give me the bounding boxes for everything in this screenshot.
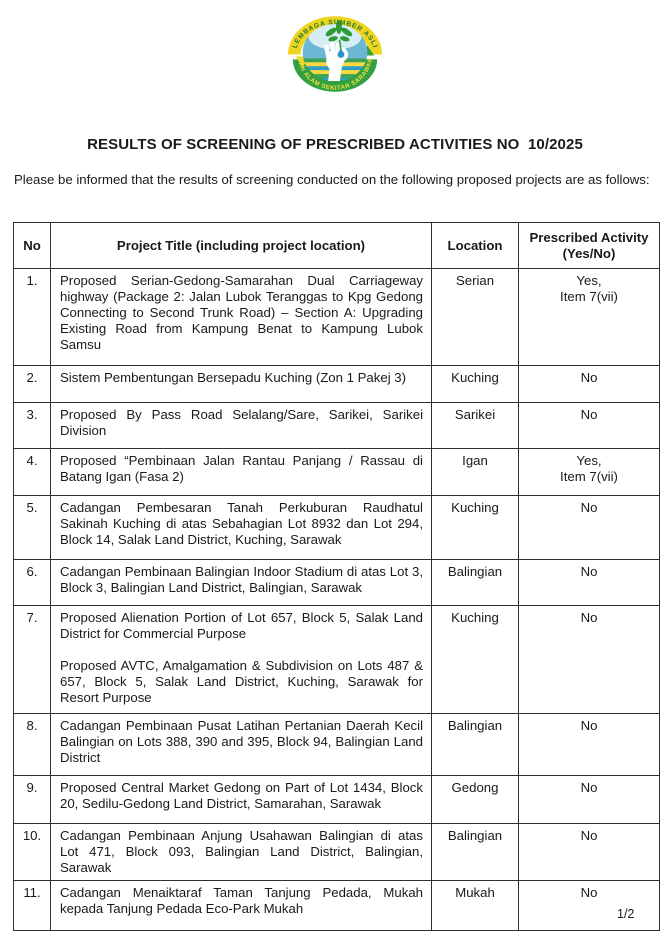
project-title-paragraph: Proposed Alienation Portion of Lot 657, … [60, 610, 423, 641]
location-cell: Kuching [431, 605, 519, 714]
table-row: 3. Proposed By Pass Road Selalang/Sare, … [13, 402, 660, 449]
page-title: RESULTS OF SCREENING OF PRESCRIBED ACTIV… [87, 136, 583, 153]
prescribed-activity-line: No [580, 370, 598, 385]
project-title-paragraph: Proposed “Pembinaan Jalan Rantau Panjang… [60, 453, 423, 484]
table-row: 10. Cadangan Pembinaan Anjung Usahawan B… [13, 823, 660, 881]
table-row: 2. Sistem Pembentungan Bersepadu Kuching… [13, 365, 660, 403]
project-title-cell: Proposed “Pembinaan Jalan Rantau Panjang… [50, 448, 432, 496]
table-row: 8. Cadangan Pembinaan Pusat Latihan Pert… [13, 713, 660, 776]
location-cell: Sarikei [431, 402, 519, 449]
location-cell: Balingian [431, 713, 519, 776]
project-title-cell: Cadangan Menaiktaraf Taman Tanjung Pedad… [50, 880, 432, 931]
table-row: 9. Proposed Central Market Gedong on Par… [13, 775, 660, 824]
row-number: 7. [13, 605, 51, 714]
project-title-cell: Cadangan Pembinaan Balingian Indoor Stad… [50, 559, 432, 606]
header-no: No [13, 222, 51, 269]
project-title-paragraph: Proposed Central Market Gedong on Part o… [60, 780, 423, 811]
table-row: 7. Proposed Alienation Portion of Lot 65… [13, 605, 660, 714]
header-location: Location [431, 222, 519, 269]
prescribed-activity-line: Item 7(vii) [560, 469, 618, 484]
location-cell: Kuching [431, 495, 519, 560]
table-row: 4. Proposed “Pembinaan Jalan Rantau Panj… [13, 448, 660, 496]
project-title-paragraph: Cadangan Pembinaan Balingian Indoor Stad… [60, 564, 423, 595]
prescribed-activity-line: Item 7(vii) [560, 289, 618, 304]
prescribed-activity-line: No [580, 780, 598, 795]
intro-paragraph: Please be informed that the results of s… [14, 172, 650, 187]
location-cell: Serian [431, 268, 519, 366]
prescribed-activity-line: No [580, 407, 598, 422]
results-table-header: No Project Title (including project loca… [13, 222, 660, 269]
prescribed-activity-line: No [580, 610, 598, 625]
prescribed-activity-line: No [580, 718, 598, 733]
project-title-paragraph: Proposed Serian-Gedong-Samarahan Dual Ca… [60, 273, 423, 352]
row-number: 8. [13, 713, 51, 776]
project-title-paragraph: Cadangan Menaiktaraf Taman Tanjung Pedad… [60, 885, 423, 916]
prescribed-activity-cell: No [518, 823, 660, 881]
table-row: 1. Proposed Serian-Gedong-Samarahan Dual… [13, 268, 660, 366]
project-title-paragraph: Cadangan Pembesaran Tanah Perkuburan Rau… [60, 500, 423, 547]
prescribed-activity-cell: Yes, Item 7(vii) [518, 448, 660, 496]
row-number: 6. [13, 559, 51, 606]
location-cell: Kuching [431, 365, 519, 403]
prescribed-activity-cell: No [518, 880, 660, 931]
prescribed-activity-cell: No [518, 365, 660, 403]
prescribed-activity-cell: No [518, 713, 660, 776]
location-cell: Gedong [431, 775, 519, 824]
row-number: 9. [13, 775, 51, 824]
project-title-paragraph: Proposed By Pass Road Selalang/Sare, Sar… [60, 407, 423, 438]
prescribed-activity-cell: No [518, 495, 660, 560]
project-title-cell: Cadangan Pembinaan Pusat Latihan Pertani… [50, 713, 432, 776]
table-row: 6. Cadangan Pembinaan Balingian Indoor S… [13, 559, 660, 606]
header-project-title: Project Title (including project locatio… [50, 222, 432, 269]
location-cell: Balingian [431, 559, 519, 606]
project-title-paragraph: Cadangan Pembinaan Anjung Usahawan Balin… [60, 828, 423, 875]
prescribed-activity-cell: No [518, 559, 660, 606]
results-table-body: 1. Proposed Serian-Gedong-Samarahan Dual… [13, 268, 660, 931]
row-number: 1. [13, 268, 51, 366]
prescribed-activity-line: Yes, [576, 453, 602, 468]
prescribed-activity-cell: No [518, 402, 660, 449]
location-cell: Igan [431, 448, 519, 496]
project-title-paragraph: Proposed AVTC, Amalgamation & Subdivisio… [60, 658, 423, 705]
project-title-cell: Proposed Alienation Portion of Lot 657, … [50, 605, 432, 714]
agency-logo: LEMBAGA SUMBER ASLI DAN ALAM SEKITAR SAR… [285, 14, 385, 95]
project-title-cell: Sistem Pembentungan Bersepadu Kuching (Z… [50, 365, 432, 403]
project-title-cell: Cadangan Pembinaan Anjung Usahawan Balin… [50, 823, 432, 881]
header-prescribed-activity: Prescribed Activity (Yes/No) [518, 222, 660, 269]
location-cell: Mukah [431, 880, 519, 931]
project-title-cell: Proposed Serian-Gedong-Samarahan Dual Ca… [50, 268, 432, 366]
row-number: 10. [13, 823, 51, 881]
prescribed-activity-line: No [580, 564, 598, 579]
row-number: 3. [13, 402, 51, 449]
prescribed-activity-line: Yes, [576, 273, 602, 288]
prescribed-activity-cell: No [518, 605, 660, 714]
project-title-cell: Proposed Central Market Gedong on Part o… [50, 775, 432, 824]
location-cell: Balingian [431, 823, 519, 881]
table-row: 5. Cadangan Pembesaran Tanah Perkuburan … [13, 495, 660, 560]
prescribed-activity-line: No [580, 500, 598, 515]
row-number: 2. [13, 365, 51, 403]
project-title-cell: Proposed By Pass Road Selalang/Sare, Sar… [50, 402, 432, 449]
prescribed-activity-line: No [580, 885, 598, 900]
row-number: 11. [13, 880, 51, 931]
logo-water-droplet-icon [337, 48, 345, 58]
prescribed-activity-cell: No [518, 775, 660, 824]
row-number: 4. [13, 448, 51, 496]
row-number: 5. [13, 495, 51, 560]
logo-plant-icon [325, 20, 353, 50]
table-row: 11. Cadangan Menaiktaraf Taman Tanjung P… [13, 880, 660, 931]
project-title-paragraph: Sistem Pembentungan Bersepadu Kuching (Z… [60, 370, 407, 385]
project-title-cell: Cadangan Pembesaran Tanah Perkuburan Rau… [50, 495, 432, 560]
results-table: No Project Title (including project loca… [13, 222, 660, 931]
page-number: 1/2 [617, 907, 635, 921]
project-title-paragraph: Cadangan Pembinaan Pusat Latihan Pertani… [60, 718, 423, 765]
prescribed-activity-cell: Yes, Item 7(vii) [518, 268, 660, 366]
logo-yellow-band [287, 16, 383, 55]
prescribed-activity-line: No [580, 828, 598, 843]
